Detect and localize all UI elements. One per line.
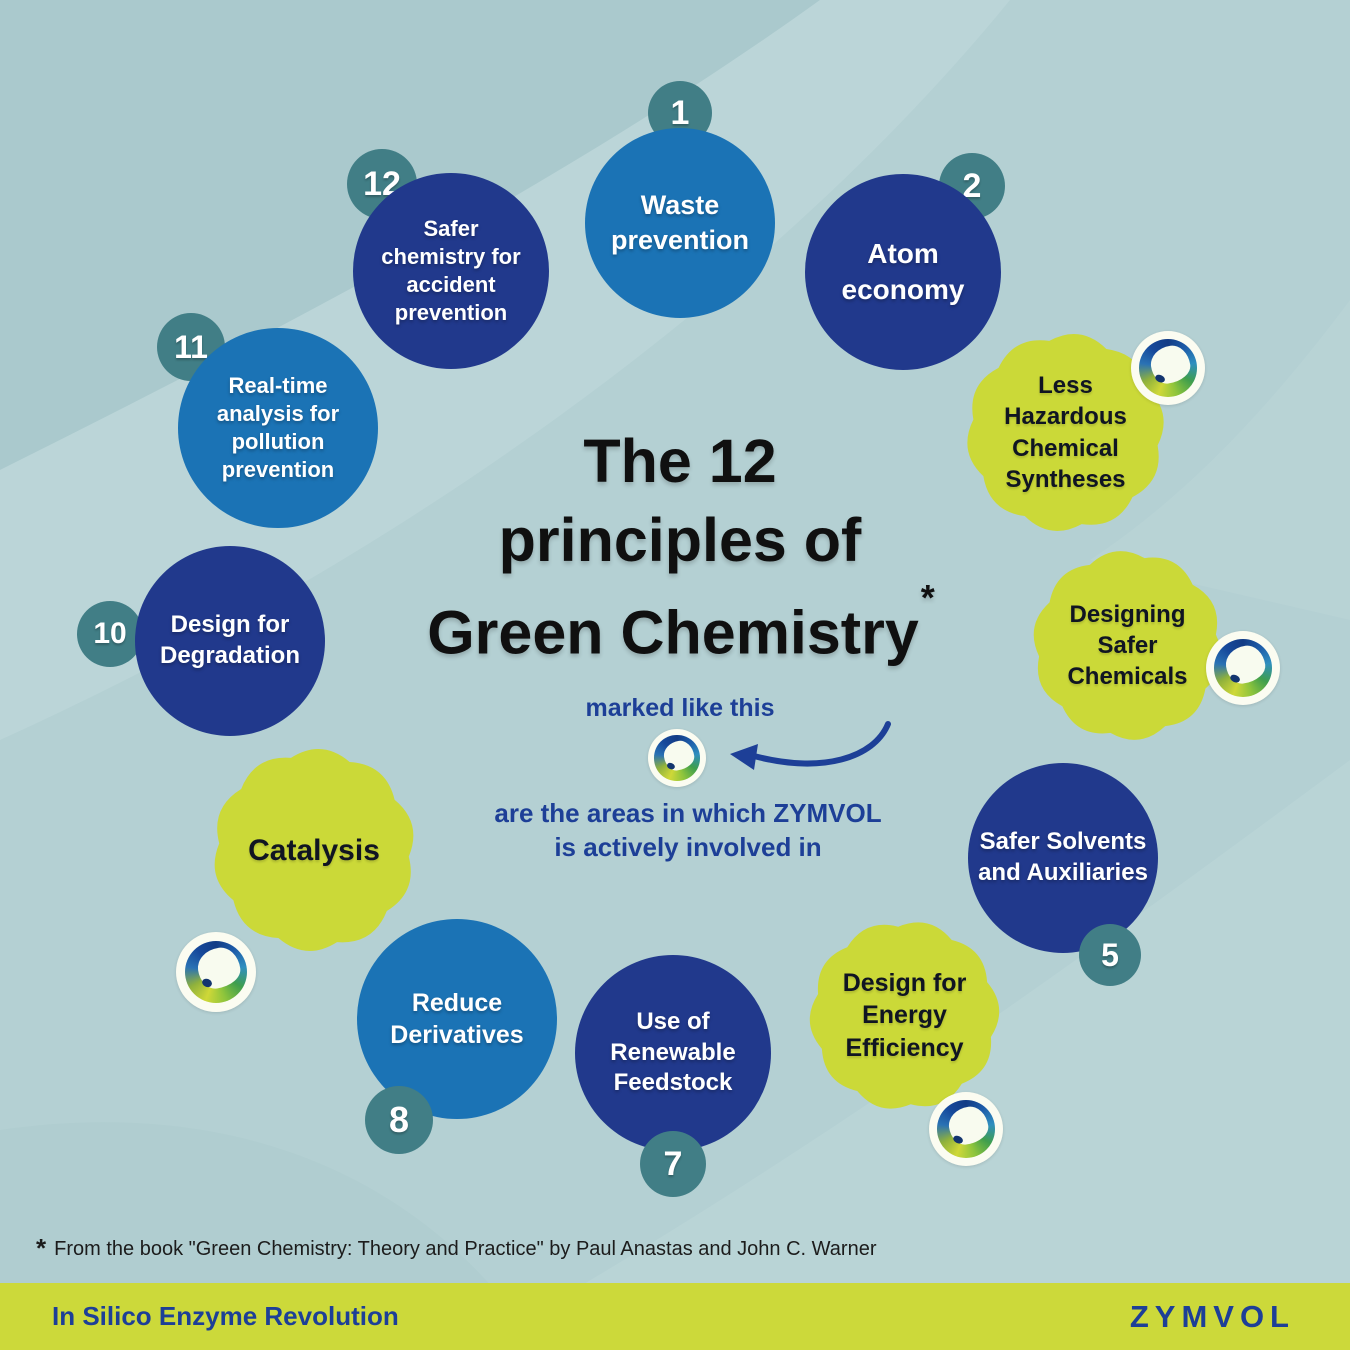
principle-bubble-safer-chemistry: Safer chemistry for accident prevention [353, 173, 549, 369]
title-line-1: The 12 [583, 427, 777, 495]
principle-label: Use of Renewable Feedstock [610, 1007, 736, 1097]
footer-bar: In Silico Enzyme Revolution ZYMVOL [0, 1283, 1350, 1350]
principle-label: Design for Energy Efficiency [842, 968, 967, 1062]
legend-involved-line-1: are the areas in which ZYMVOL [494, 798, 882, 828]
zymvol-wordmark: ZYMVOL [1129, 1298, 1295, 1334]
principle-bubble-reduce-derivatives: Reduce Derivatives [357, 919, 557, 1119]
principle-blob-less-hazardous-syntheses: Less Hazardous Chemical Syntheses [948, 315, 1205, 550]
zymvol-logo-icon [1131, 331, 1205, 405]
zymvol-logo-icon [929, 1092, 1003, 1166]
principle-bubble-real-time-analysis: Real-time analysis for pollution prevent… [178, 328, 378, 528]
principle-bubble-waste-prevention: Waste prevention [585, 128, 775, 318]
principle-number-badge: 10 [77, 601, 143, 667]
principle-label: Real-time analysis for pollution prevent… [216, 372, 340, 483]
badge-number: 11 [174, 328, 208, 365]
footnote-asterisk: * [36, 1233, 47, 1263]
badge-number: 8 [388, 1099, 410, 1140]
principle-label: Catalysis [248, 833, 380, 867]
principle-label: Design for Degradation [159, 611, 300, 669]
principle-bubble-safer-solvents: Safer Solvents and Auxiliaries [968, 763, 1158, 953]
badge-number: 10 [93, 617, 127, 650]
principle-label: Less Hazardous Chemical Syntheses [1004, 372, 1127, 493]
principle-number-badge: 11 [157, 313, 225, 381]
title-line-3: Green Chemistry* [427, 577, 935, 667]
footnote-text: From the book "Green Chemistry: Theory a… [54, 1238, 877, 1260]
principle-label: Waste prevention [610, 190, 750, 255]
legend-marked-label: marked like this [585, 694, 775, 722]
badge-number: 5 [1101, 936, 1119, 973]
zymvol-logo-icon [176, 932, 256, 1012]
principle-label: Safer Solvents and Auxiliaries [978, 828, 1148, 886]
badge-number: 7 [663, 1144, 683, 1183]
principle-number-badge: 8 [365, 1086, 433, 1154]
zymvol-logo-icon [1206, 631, 1280, 705]
legend-involved-text: are the areas in which ZYMVOL is activel… [388, 796, 988, 864]
legend-involved-line-2: is actively involved in [554, 832, 822, 862]
footer-tagline: In Silico Enzyme Revolution [52, 1301, 399, 1331]
footnote: * From the book "Green Chemistry: Theory … [36, 1233, 876, 1264]
principle-bubble-atom-economy: Atom economy [805, 174, 1001, 370]
page-title: The 12 principles of Green Chemistry* [330, 422, 1030, 672]
principle-number-badge: 5 [1079, 924, 1141, 986]
principle-number-badge: 7 [640, 1131, 706, 1197]
title-asterisk: * [920, 577, 935, 618]
zymvol-logo-icon [648, 729, 706, 787]
principle-bubble-renewable-feedstock: Use of Renewable Feedstock [575, 955, 771, 1151]
principle-label: Safer chemistry for accident prevention [381, 215, 521, 326]
principle-label: Reduce Derivatives [390, 989, 524, 1049]
badge-number: 1 [670, 93, 690, 132]
principle-blob-designing-safer-chemicals: Designing Safer Chemicals [1015, 533, 1280, 758]
badge-number: 2 [962, 166, 982, 205]
principle-label: Atom economy [841, 238, 965, 305]
principle-label: Designing Safer Chemicals [1067, 600, 1188, 691]
title-line-2: principles of [498, 506, 862, 574]
principle-blob-catalysis: Catalysis [176, 730, 434, 1012]
principle-blob-energy-efficiency: Design for Energy Efficiency [792, 901, 1017, 1166]
curved-arrow-icon [730, 721, 891, 770]
principle-bubble-design-for-degradation: Design for Degradation [135, 546, 325, 736]
